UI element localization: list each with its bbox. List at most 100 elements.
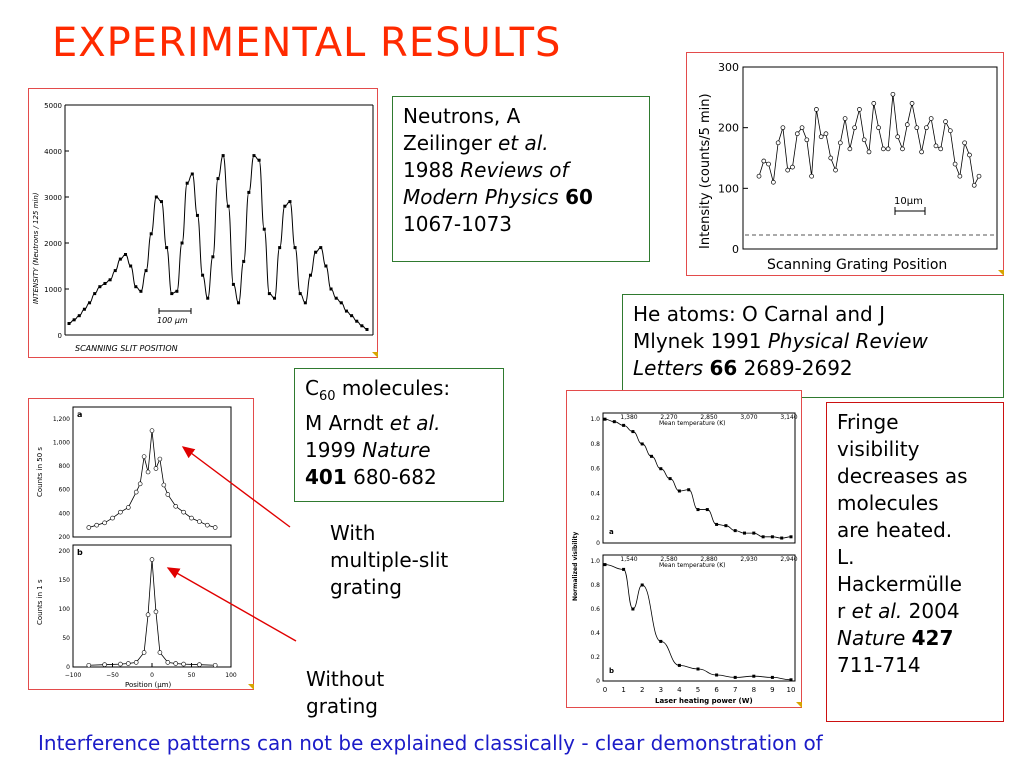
vis-panel-b: b (609, 667, 614, 675)
c60-xtick-label: −50 (106, 672, 119, 679)
c60a-ytick-label: 600 (59, 487, 71, 494)
he-chart: 0 100 200 300 10µm Scanning Grating Positio… (698, 61, 998, 273)
neutron-point (355, 319, 359, 323)
he-point (794, 131, 800, 137)
c60b-ytick-label: 100 (59, 606, 71, 613)
fringe-year: 2004 (902, 599, 960, 623)
neutron-ytick-label: 4000 (44, 148, 62, 156)
vis-temp-label: 1,380 (620, 414, 637, 421)
neutron-ytick-label: 2000 (44, 240, 62, 248)
neutron-point (185, 181, 189, 185)
fringe-line3: decreases as (837, 464, 968, 488)
c60a-point (181, 509, 186, 515)
vis-ytick-label: 1.0 (590, 416, 600, 423)
neutron-point (273, 296, 277, 300)
c60-pages: 680-682 (346, 465, 437, 489)
he-point (904, 122, 910, 127)
neutron-ylabel: INTENSITY (Neutrons / 125 min) (32, 192, 40, 304)
vis-xtick-label: 4 (677, 686, 682, 694)
he-citation: He atoms: O Carnal and J Mlynek 1991 Phy… (622, 294, 1004, 398)
vis-point (677, 663, 681, 667)
c60b-point (212, 662, 218, 668)
c60-xtick-label: 100 (225, 672, 237, 679)
vis-point (715, 673, 719, 677)
c60a-point (141, 454, 147, 459)
vis-point (650, 454, 653, 458)
neutron-point (175, 289, 179, 293)
he-point (871, 101, 877, 106)
neutron-ytick-label: 3000 (44, 194, 62, 202)
he-point (847, 146, 853, 152)
neutron-point (267, 292, 271, 296)
neutron-point (216, 177, 220, 181)
neutron-point (278, 246, 282, 250)
neutron-ytick-label: 0 (58, 332, 62, 340)
he-line1-b: O Carnal and J (742, 302, 885, 326)
c60b-point (86, 662, 92, 668)
he-figure: 0 100 200 300 10µm Scanning Grating Positio… (686, 52, 1004, 276)
he-point (909, 101, 915, 106)
neutron-point (288, 200, 292, 204)
neutron-ytick-label: 5000 (44, 102, 62, 110)
vis-fit-curve (604, 418, 792, 539)
neutron-point (201, 273, 205, 277)
c60-journal: Nature (362, 438, 431, 462)
he-point (857, 107, 862, 112)
c60-rest: molecules: (335, 376, 451, 400)
c60-citation: C60 molecules: M Arndt et al. 1999 Natur… (294, 368, 504, 502)
vis-point (687, 488, 691, 492)
neutron-point (308, 273, 312, 277)
he-point (775, 140, 781, 146)
c60-etal: et al. (389, 411, 441, 435)
neutron-point (129, 264, 133, 268)
vis-point (789, 678, 793, 682)
neutron-point (103, 281, 107, 285)
c60a-point (110, 515, 115, 521)
c60-ylabel-a: Counts in 50 s (36, 447, 44, 497)
vis-ytick-label: 0.2 (590, 515, 600, 522)
he-point (933, 143, 939, 149)
he-point (885, 146, 891, 152)
he-point (790, 164, 795, 170)
slide-title: EXPERIMENTAL RESULTS (52, 20, 562, 66)
he-point (919, 149, 924, 155)
neutron-point (365, 327, 369, 331)
vis-point (789, 535, 793, 539)
vis-ytick-label: 0.6 (590, 466, 600, 473)
neutron-point (334, 296, 338, 300)
neutron-point (195, 213, 199, 217)
vis-point (752, 674, 756, 678)
c60a-ytick-label: 1,000 (53, 439, 70, 446)
neutron-point (344, 309, 348, 313)
vis-point (780, 536, 784, 540)
c60a-ytick-label: 400 (59, 510, 71, 517)
c60a-ytick-label: 1,200 (53, 416, 70, 423)
label-with-2: multiple-slit (330, 548, 449, 572)
he-point (962, 140, 968, 146)
vis-point (705, 508, 709, 512)
vis-temp-label: 3,140 (780, 414, 797, 421)
neutron-point (242, 259, 246, 263)
vis-xtick-label: 1 (621, 686, 625, 694)
c60a-point (161, 482, 167, 488)
fringe-journal: Nature (837, 626, 912, 650)
c60a-point (197, 519, 202, 524)
neutron-point (303, 301, 307, 305)
he-point (780, 125, 786, 131)
c60a-point (102, 520, 107, 526)
he-point (809, 173, 814, 179)
vis-ytick-label: 0.8 (590, 582, 600, 589)
he-point (947, 128, 953, 134)
he-ylabel: Intensity (counts/5 min) (698, 93, 713, 249)
he-xlabel: Scanning Grating Position (767, 257, 947, 273)
c60b-point (165, 660, 171, 665)
he-point (770, 179, 776, 185)
neutron-figure: 0 1000 2000 3000 4000 5000 100 µm SCANNING SL… (28, 88, 378, 358)
vis-point (640, 442, 644, 446)
he-point (785, 167, 791, 173)
fringe-line5: are heated. (837, 518, 953, 542)
he-point (814, 107, 819, 112)
he-point (976, 173, 982, 179)
